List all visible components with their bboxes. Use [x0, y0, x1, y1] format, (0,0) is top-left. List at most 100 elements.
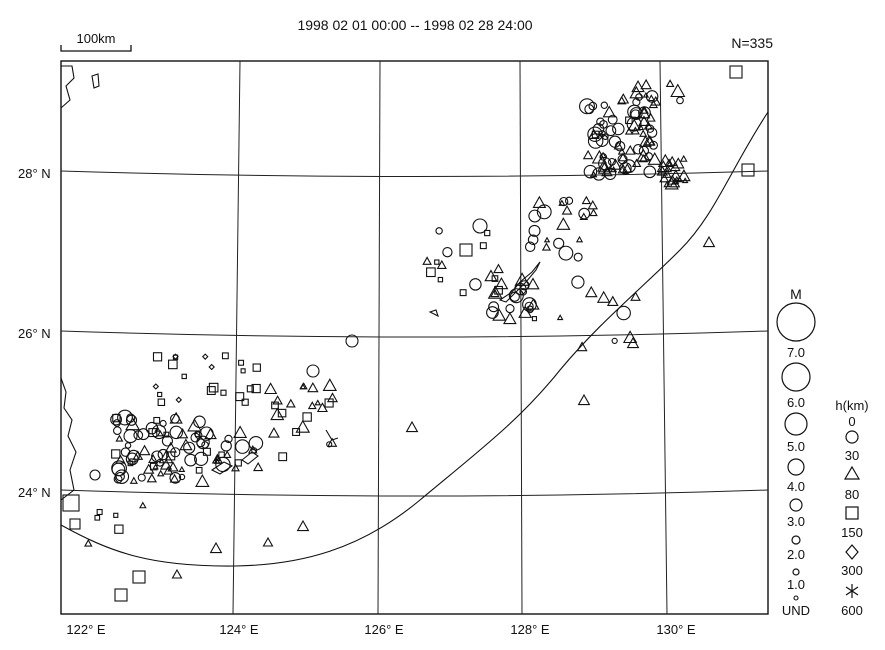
earthquake-event: [314, 399, 322, 406]
earthquake-event: [263, 382, 278, 395]
earthquake-event: [647, 94, 656, 102]
earthquake-event: [442, 247, 453, 258]
earthquake-event: [161, 435, 173, 447]
earthquake-event: [133, 430, 144, 441]
earthquake-event: [598, 130, 606, 138]
earthquake-event: [69, 518, 81, 530]
earthquake-event: [532, 195, 547, 208]
earthquake-event: [114, 524, 124, 534]
event-count: N=335: [731, 35, 773, 51]
earthquake-event: [183, 441, 196, 454]
earthquake-event: [578, 207, 591, 220]
earthquake-event: [702, 235, 716, 248]
magnitude-label-und: UND: [782, 603, 810, 618]
earthquake-event: [656, 165, 669, 176]
earthquake-event: [494, 285, 503, 295]
earthquake-event: [435, 227, 443, 235]
depth-legend-title: h(km): [835, 398, 868, 413]
lon-label-122: 122° E: [66, 622, 106, 637]
earthquake-event: [624, 144, 636, 155]
earthquake-event: [492, 308, 507, 321]
earthquake-event: [426, 267, 436, 278]
earthquake-event: [62, 494, 80, 512]
earthquake-event: [195, 466, 203, 474]
earthquake-event: [83, 538, 93, 547]
earthquake-event: [246, 385, 254, 393]
earthquake-event: [630, 126, 640, 135]
earthquake-event: [221, 352, 229, 360]
earthquake-event: [664, 158, 674, 167]
earthquake-event: [508, 288, 524, 304]
earthquake-event: [613, 140, 624, 150]
earthquake-event: [469, 278, 482, 291]
earthquake-event: [151, 424, 167, 440]
lon-line-124: [232, 60, 241, 615]
earthquake-event: [679, 154, 688, 162]
earthquake-event: [253, 461, 264, 472]
magnitude-legend: M 7.0 6.0 5.0 4.0 3.0 2.0 1.0 UND: [776, 286, 816, 618]
earthquake-event: [640, 106, 649, 114]
earthquake-event: [152, 352, 163, 362]
earthquake-event: [179, 438, 193, 451]
earthquake-event: [614, 140, 626, 152]
earthquake-event: [267, 427, 280, 438]
earthquake-event: [176, 427, 189, 439]
earthquake-event: [271, 401, 279, 410]
magnitude-symbol-4: [787, 458, 805, 476]
earthquake-event: [635, 93, 643, 101]
earthquake-event: [193, 415, 206, 429]
earthquake-event: [139, 501, 147, 509]
earthquake-event: [479, 242, 487, 250]
depth-label-0: 0: [848, 414, 855, 429]
earthquake-event: [649, 140, 658, 150]
earthquake-event: [459, 243, 473, 257]
earthquake-event: [111, 460, 127, 477]
lat-line-28: [60, 170, 769, 177]
earthquake-event: [681, 177, 689, 184]
earthquake-event: [576, 341, 588, 352]
earthquake-event: [326, 441, 333, 448]
earthquake-event: [664, 176, 679, 190]
earthquake-event: [642, 134, 656, 146]
earthquake-event: [220, 440, 232, 452]
yaeyama-island: [210, 461, 234, 475]
earthquake-event: [579, 98, 595, 115]
earthquake-event: [157, 398, 166, 407]
earthquake-event: [178, 465, 186, 472]
earthquake-event: [622, 159, 636, 174]
earthquake-event: [676, 96, 684, 105]
earthquake-event: [159, 458, 173, 470]
earthquake-event: [231, 463, 240, 472]
earthquake-event: [422, 256, 432, 265]
earthquake-event: [591, 149, 608, 164]
earthquake-event: [607, 114, 618, 125]
earthquake-event: [631, 79, 645, 93]
earthquake-event: [484, 269, 498, 282]
earthquake-event: [115, 471, 125, 482]
earthquake-event: [152, 463, 159, 470]
earthquake-event: [642, 91, 650, 98]
earthquake-event: [224, 434, 233, 444]
earthquake-event: [285, 398, 296, 408]
earthquake-event: [169, 473, 180, 483]
earthquake-event: [625, 116, 633, 125]
earthquake-event: [208, 382, 219, 393]
earthquake-event: [503, 311, 517, 325]
earthquake-event: [137, 473, 146, 482]
magnitude-symbol-6: [781, 362, 811, 392]
lon-label-130: 130° E: [656, 622, 696, 637]
earthquake-event: [527, 234, 539, 246]
earthquake-event: [490, 288, 500, 298]
earthquake-event: [178, 473, 186, 481]
earthquake-event: [670, 83, 686, 98]
earthquake-event: [645, 90, 659, 103]
lon-label-124: 124° E: [219, 622, 259, 637]
earthquake-event: [94, 514, 101, 521]
earthquake-event: [306, 364, 320, 378]
earthquake-event: [218, 451, 225, 459]
miyako-island: [241, 451, 259, 465]
earthquake-event: [571, 275, 585, 289]
earthquake-event: [345, 334, 359, 348]
depth-symbol-triangle: [843, 465, 861, 480]
depth-legend: h(km) 0 30 80 150 300 600: [835, 398, 868, 618]
